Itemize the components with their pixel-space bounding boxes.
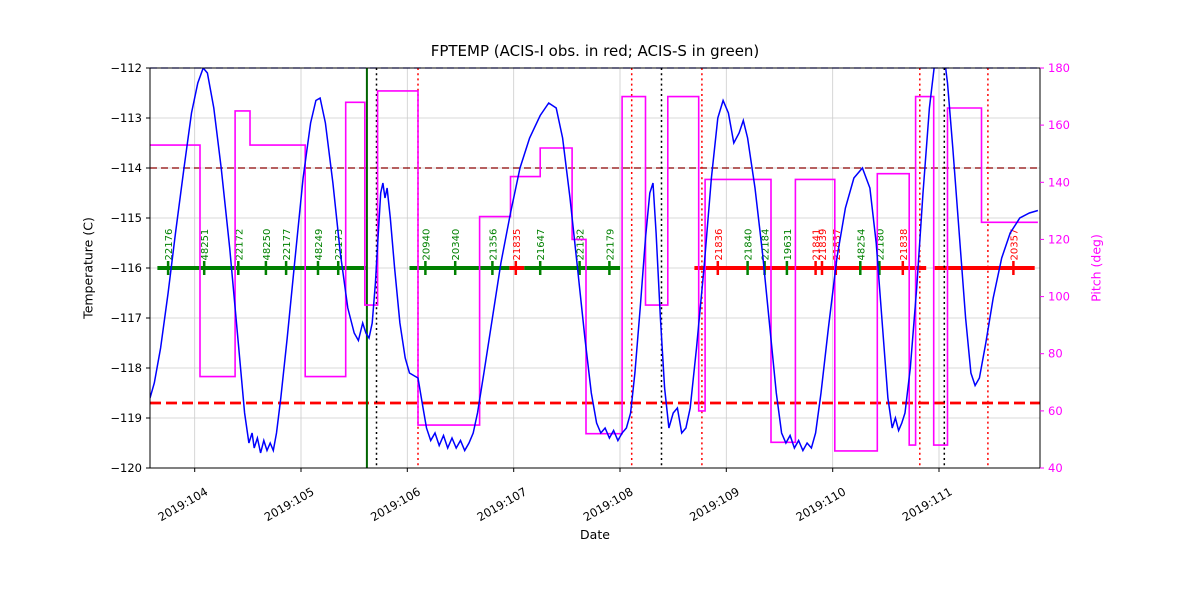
x-tick-label: 2019:105	[262, 484, 317, 524]
x-tick-label: 2019:107	[474, 484, 529, 524]
obsid-label: 21840	[744, 229, 755, 261]
obsid-label: 22172	[234, 229, 245, 261]
y-right-tick-label: 180	[1048, 61, 1070, 75]
y-left-tick-label: −116	[110, 261, 142, 275]
fptemp-series	[150, 68, 1039, 454]
obsid-label: 48250	[262, 229, 273, 261]
chart-title: FPTEMP (ACIS-I obs. in red; ACIS-S in gr…	[430, 42, 760, 60]
obsid-label: 21835	[512, 229, 523, 261]
obsid-label: 21837	[832, 229, 843, 261]
y-right-tick-label: 140	[1048, 175, 1070, 189]
obsid-label: 21838	[899, 229, 910, 261]
pitch-series	[150, 90, 1038, 452]
y-left-ticks: −120 −119 −118 −117 −116 −115 −114 −113 −112	[110, 61, 150, 475]
y-left-tick-label: −119	[110, 411, 142, 425]
y-right-tick-label: 40	[1048, 461, 1063, 475]
obsid-label: 20940	[421, 229, 432, 261]
y-left-tick-label: −117	[110, 311, 142, 325]
x-tick-label: 2019:111	[900, 484, 955, 524]
y-left-tick-label: −115	[110, 211, 142, 225]
y-left-tick-label: −113	[110, 111, 142, 125]
y-right-ticks: 40 60 80 100 120 140 160 180	[1040, 61, 1070, 475]
obsid-label: 19631	[783, 229, 794, 261]
y-left-tick-label: −118	[110, 361, 142, 375]
obs-ticks	[166, 261, 1015, 275]
obsid-label: 22177	[282, 229, 293, 261]
y-right-tick-label: 80	[1048, 347, 1063, 361]
obsid-label: 22182	[576, 229, 587, 261]
y-left-tick-label: −114	[110, 161, 142, 175]
y-right-tick-label: 120	[1048, 232, 1070, 246]
x-tick-label: 2019:110	[793, 484, 848, 524]
x-tick-label: 2019:109	[687, 484, 742, 524]
obsid-labels: 22176 48251 22172 48250 22177 48249 22173 20940…	[164, 229, 1020, 261]
obsid-label: 21647	[536, 229, 547, 261]
obsid-label: 48254	[856, 229, 867, 261]
y-left-tick-label: −112	[110, 61, 142, 75]
y-right-tick-label: 60	[1048, 404, 1063, 418]
obsid-label: 21841	[812, 229, 823, 261]
obsid-label: 21356	[488, 229, 499, 261]
obsid-label: 22184	[761, 229, 772, 261]
y-left-tick-label: −120	[110, 461, 142, 475]
obsid-label: 20340	[451, 229, 462, 261]
obsid-label: 20357	[1009, 229, 1020, 261]
obsid-label: 48249	[314, 229, 325, 261]
y-right-tick-label: 160	[1048, 118, 1070, 132]
y-axis-label-right: Pitch (deg)	[1088, 234, 1104, 302]
obsid-label: 22179	[605, 229, 616, 261]
x-axis-label: Date	[580, 527, 610, 542]
y-axis-label-left: Temperature (C)	[80, 217, 96, 319]
obsid-label: 21839	[818, 229, 829, 261]
x-tick-label: 2019:104	[155, 484, 210, 524]
x-tick-label: 2019:106	[368, 484, 423, 524]
obsid-label: 48251	[200, 229, 211, 261]
x-tick-label: 2019:108	[581, 484, 636, 524]
obsid-label: 21836	[714, 229, 725, 261]
x-axis-ticks: 2019:104 2019:105 2019:106 2019:107 2019:108…	[155, 468, 955, 524]
y-right-tick-label: 100	[1048, 290, 1070, 304]
obsid-label: 22176	[164, 229, 175, 261]
obsid-label: 22180	[875, 229, 886, 261]
